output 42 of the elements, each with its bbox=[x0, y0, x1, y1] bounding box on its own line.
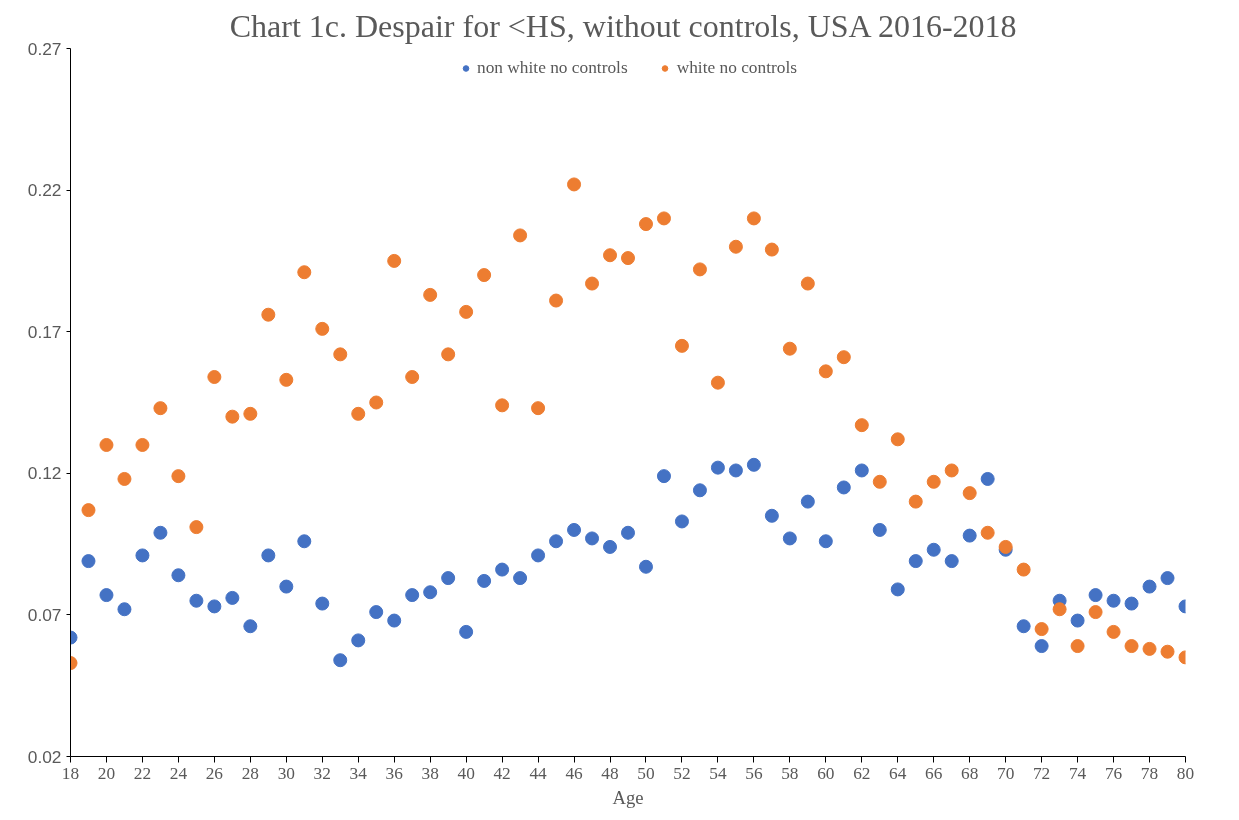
x-tick-label: 62 bbox=[853, 763, 871, 783]
x-tick-label: 60 bbox=[817, 763, 835, 783]
x-tick-label: 74 bbox=[1068, 763, 1087, 783]
x-tick-label: 30 bbox=[277, 763, 295, 783]
x-tick-label: 54 bbox=[709, 763, 727, 783]
y-tick-label: 0.02 bbox=[27, 746, 62, 767]
x-tick-label: 76 bbox=[1104, 763, 1123, 783]
x-tick-label: 42 bbox=[493, 763, 511, 783]
y-tick-label: 0.27 bbox=[27, 38, 62, 59]
x-tick-label: 72 bbox=[1032, 763, 1051, 783]
x-tick-label: 28 bbox=[241, 763, 259, 783]
y-tick-label: 0.22 bbox=[27, 180, 62, 201]
x-tick-label: 34 bbox=[349, 763, 368, 783]
x-tick-label: 48 bbox=[601, 763, 619, 783]
legend-label: white no controls bbox=[676, 58, 797, 78]
x-tick-label: 58 bbox=[781, 763, 799, 783]
x-tick-label: 36 bbox=[385, 763, 404, 783]
x-tick-label: 38 bbox=[421, 763, 439, 783]
x-tick-label: 52 bbox=[673, 763, 691, 783]
x-tick-label: 20 bbox=[97, 763, 116, 783]
x-tick-label: 56 bbox=[745, 763, 763, 783]
x-tick-label: 18 bbox=[61, 763, 80, 783]
y-tick-label: 0.12 bbox=[27, 463, 62, 484]
x-tick-label: 46 bbox=[565, 763, 584, 783]
y-tick-label: 0.17 bbox=[27, 321, 62, 342]
x-tick-label: 64 bbox=[889, 763, 907, 783]
chart-title: Chart 1c. Despair for <HS, without controls, USA 2016-2018 bbox=[229, 7, 1017, 44]
x-tick-label: 44 bbox=[529, 763, 548, 783]
x-tick-label: 78 bbox=[1140, 763, 1159, 783]
x-tick-label: 26 bbox=[205, 763, 224, 783]
x-axis-title: Age bbox=[612, 786, 644, 808]
legend-label: non white no controls bbox=[477, 58, 628, 78]
x-tick-label: 70 bbox=[997, 763, 1015, 783]
x-tick-label: 32 bbox=[313, 763, 331, 783]
x-tick-label: 24 bbox=[169, 763, 188, 783]
x-tick-label: 22 bbox=[133, 763, 152, 783]
x-tick-label: 80 bbox=[1176, 763, 1195, 783]
x-tick-label: 50 bbox=[637, 763, 655, 783]
x-tick-label: 40 bbox=[457, 763, 475, 783]
x-tick-label: 68 bbox=[961, 763, 979, 783]
y-tick-label: 0.07 bbox=[27, 604, 62, 625]
x-tick-label: 66 bbox=[925, 763, 943, 783]
